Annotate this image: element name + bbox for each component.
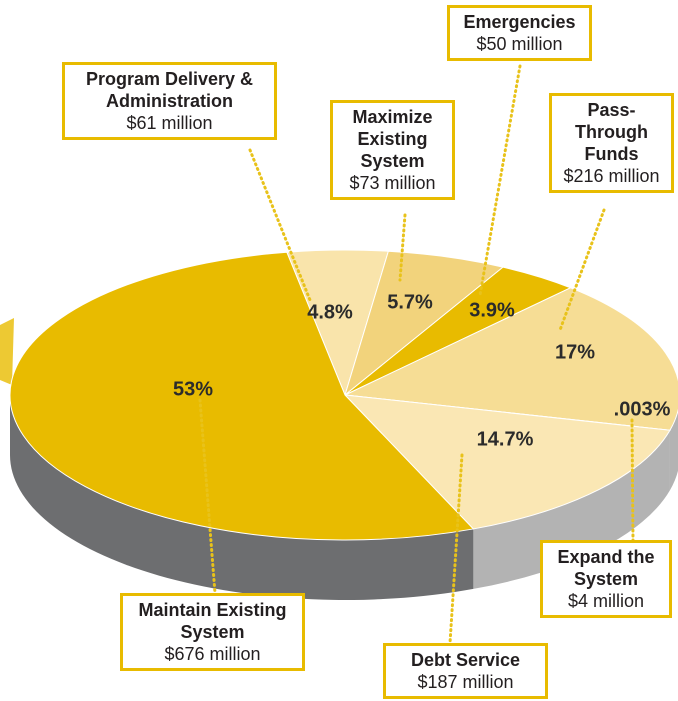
percent-label: 53%: [173, 378, 213, 400]
decoration: [0, 318, 14, 385]
percent-label: 4.8%: [307, 301, 353, 323]
amount-label: $676 million: [164, 644, 261, 664]
slice-side: [10, 395, 474, 600]
callout-box: Maximize Existing System $73 million: [330, 100, 455, 200]
leader-line: [398, 213, 407, 282]
leader-line: [198, 398, 217, 595]
slice: [343, 287, 678, 431]
callout-box: Expand the System $4 million: [540, 540, 672, 618]
amount-label: $73 million: [349, 173, 436, 193]
percent-label: 3.9%: [469, 299, 515, 321]
category-label: Maintain Existing System: [138, 600, 287, 642]
slice-side: [669, 410, 678, 491]
percent-label: 14.7%: [477, 428, 534, 450]
amount-label: $4 million: [567, 591, 645, 611]
callout-box: Pass-Through Funds $216 million: [549, 93, 674, 193]
percent-label: 5.7%: [387, 291, 433, 313]
category-label: Emergencies: [463, 12, 576, 32]
leader-line: [448, 453, 464, 645]
leader-line: [558, 208, 606, 332]
amount-label: $187 million: [417, 672, 514, 692]
callout-box: Program Delivery & Administration $61 mil…: [62, 62, 277, 140]
category-label: Maximize Existing System: [352, 107, 433, 171]
slice: [343, 394, 671, 530]
amount-label: $61 million: [126, 113, 213, 133]
leader-line: [248, 148, 312, 302]
amount-label: $216 million: [563, 166, 660, 186]
category-label: Debt Service: [410, 650, 521, 670]
callout-box: Debt Service $187 million: [383, 643, 548, 699]
callout-box: Emergencies $50 million: [447, 5, 592, 61]
slice-side: [473, 430, 670, 589]
percent-label: .003%: [614, 398, 671, 420]
leader-line: [630, 418, 635, 542]
category-label: Program Delivery & Administration: [85, 69, 254, 111]
amount-label: $50 million: [476, 34, 563, 54]
percent-label: 17%: [555, 341, 595, 363]
category-label: Pass-Through Funds: [575, 100, 648, 164]
callout-box: Maintain Existing System $676 million: [120, 593, 305, 671]
leader-line: [478, 64, 522, 297]
category-label: Expand the System: [557, 547, 655, 589]
slice: [9, 251, 475, 541]
